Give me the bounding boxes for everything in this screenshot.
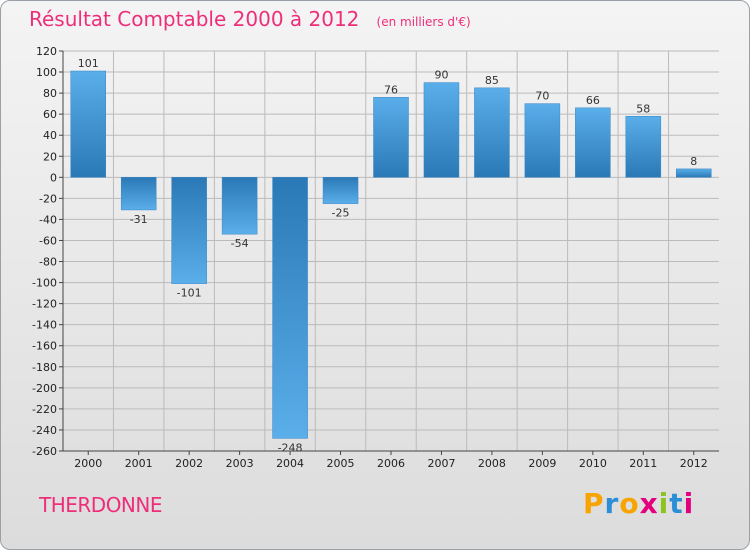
x-tick-label-2005: 2005 xyxy=(327,457,355,470)
y-tick-label: 100 xyxy=(36,66,57,79)
x-tick-label-2010: 2010 xyxy=(579,457,607,470)
y-tick-label: 0 xyxy=(50,171,57,184)
value-label-2005: -25 xyxy=(332,207,350,220)
bar-2006[interactable] xyxy=(373,97,409,178)
x-tick-label-2001: 2001 xyxy=(125,457,153,470)
bars xyxy=(70,70,712,439)
town-name: THERDONNE xyxy=(39,493,163,517)
y-tick-label: -140 xyxy=(32,319,57,332)
bar-2004[interactable] xyxy=(272,177,308,439)
bar-2007[interactable] xyxy=(423,82,460,178)
value-label-2011: 58 xyxy=(636,102,650,115)
y-tick-label: -60 xyxy=(39,234,57,247)
bar-2011[interactable] xyxy=(625,116,662,178)
x-tick-label-2008: 2008 xyxy=(478,457,506,470)
proxiti-logo[interactable]: Proxiti xyxy=(583,487,694,520)
axes xyxy=(59,50,719,455)
y-tick-label: -180 xyxy=(32,361,57,374)
value-label-2008: 85 xyxy=(485,74,499,87)
brand-letter: x xyxy=(639,487,659,520)
y-tick-label: 60 xyxy=(43,108,57,121)
value-label-2006: 76 xyxy=(384,83,398,96)
chart-subtitle: (en milliers d'€) xyxy=(376,15,471,29)
x-tick-label-2007: 2007 xyxy=(427,457,455,470)
bar-2002[interactable] xyxy=(171,177,207,284)
y-tick-label: -200 xyxy=(32,382,57,395)
value-label-2002: -101 xyxy=(177,287,202,300)
value-label-2001: -31 xyxy=(130,213,148,226)
title-block: Résultat Comptable 2000 à 2012 (en milli… xyxy=(29,7,471,31)
y-tick-label: -240 xyxy=(32,424,57,437)
value-label-2007: 90 xyxy=(434,69,448,82)
value-label-2010: 66 xyxy=(586,94,600,107)
value-label-2012: 8 xyxy=(690,155,697,168)
chart-title: Résultat Comptable 2000 à 2012 xyxy=(29,7,360,31)
bar-2008[interactable] xyxy=(474,87,510,178)
x-tick-label-2011: 2011 xyxy=(629,457,657,470)
brand-letter: i xyxy=(683,487,695,520)
y-tick-label: -20 xyxy=(39,192,57,205)
y-tick-label: -120 xyxy=(32,298,57,311)
bar-2000[interactable] xyxy=(70,70,106,178)
brand-letter: i xyxy=(658,487,670,520)
y-tick-label: -80 xyxy=(39,256,57,269)
y-tick-label: -40 xyxy=(39,213,57,226)
value-label-2009: 70 xyxy=(535,90,549,103)
labels: 120 100 80 60 40 20 0 -20 -40 -60 -80 -100 -120 -140 -… xyxy=(32,45,708,470)
y-tick-label: -260 xyxy=(32,445,57,458)
y-tick-label: -220 xyxy=(32,403,57,416)
bar-2005[interactable] xyxy=(322,177,359,204)
brand-letter: r xyxy=(604,487,620,520)
bar-2009[interactable] xyxy=(524,103,561,178)
y-tick-label: 40 xyxy=(43,129,57,142)
x-tick-label-2000: 2000 xyxy=(74,457,102,470)
bar-2001[interactable] xyxy=(120,177,157,211)
brand-letter: o xyxy=(619,487,640,520)
y-tick-label: 20 xyxy=(43,150,57,163)
bar-2010[interactable] xyxy=(575,107,611,178)
x-tick-label-2002: 2002 xyxy=(175,457,203,470)
value-label-2000: 101 xyxy=(78,57,99,70)
x-tick-label-2004: 2004 xyxy=(276,457,304,470)
x-tick-label-2003: 2003 xyxy=(226,457,254,470)
y-tick-label: 80 xyxy=(43,87,57,100)
y-tick-label: 120 xyxy=(36,45,57,58)
brand-letter: P xyxy=(583,487,605,520)
y-tick-label: -160 xyxy=(32,340,57,353)
brand-letter: t xyxy=(669,487,684,520)
x-tick-label-2009: 2009 xyxy=(528,457,556,470)
value-label-2004: -248 xyxy=(278,441,303,454)
value-label-2003: -54 xyxy=(231,237,249,250)
bar-2012[interactable] xyxy=(676,168,712,178)
x-tick-label-2012: 2012 xyxy=(680,457,708,470)
x-tick-label-2006: 2006 xyxy=(377,457,405,470)
bar-2003[interactable] xyxy=(221,177,258,235)
y-tick-label: -100 xyxy=(32,277,57,290)
